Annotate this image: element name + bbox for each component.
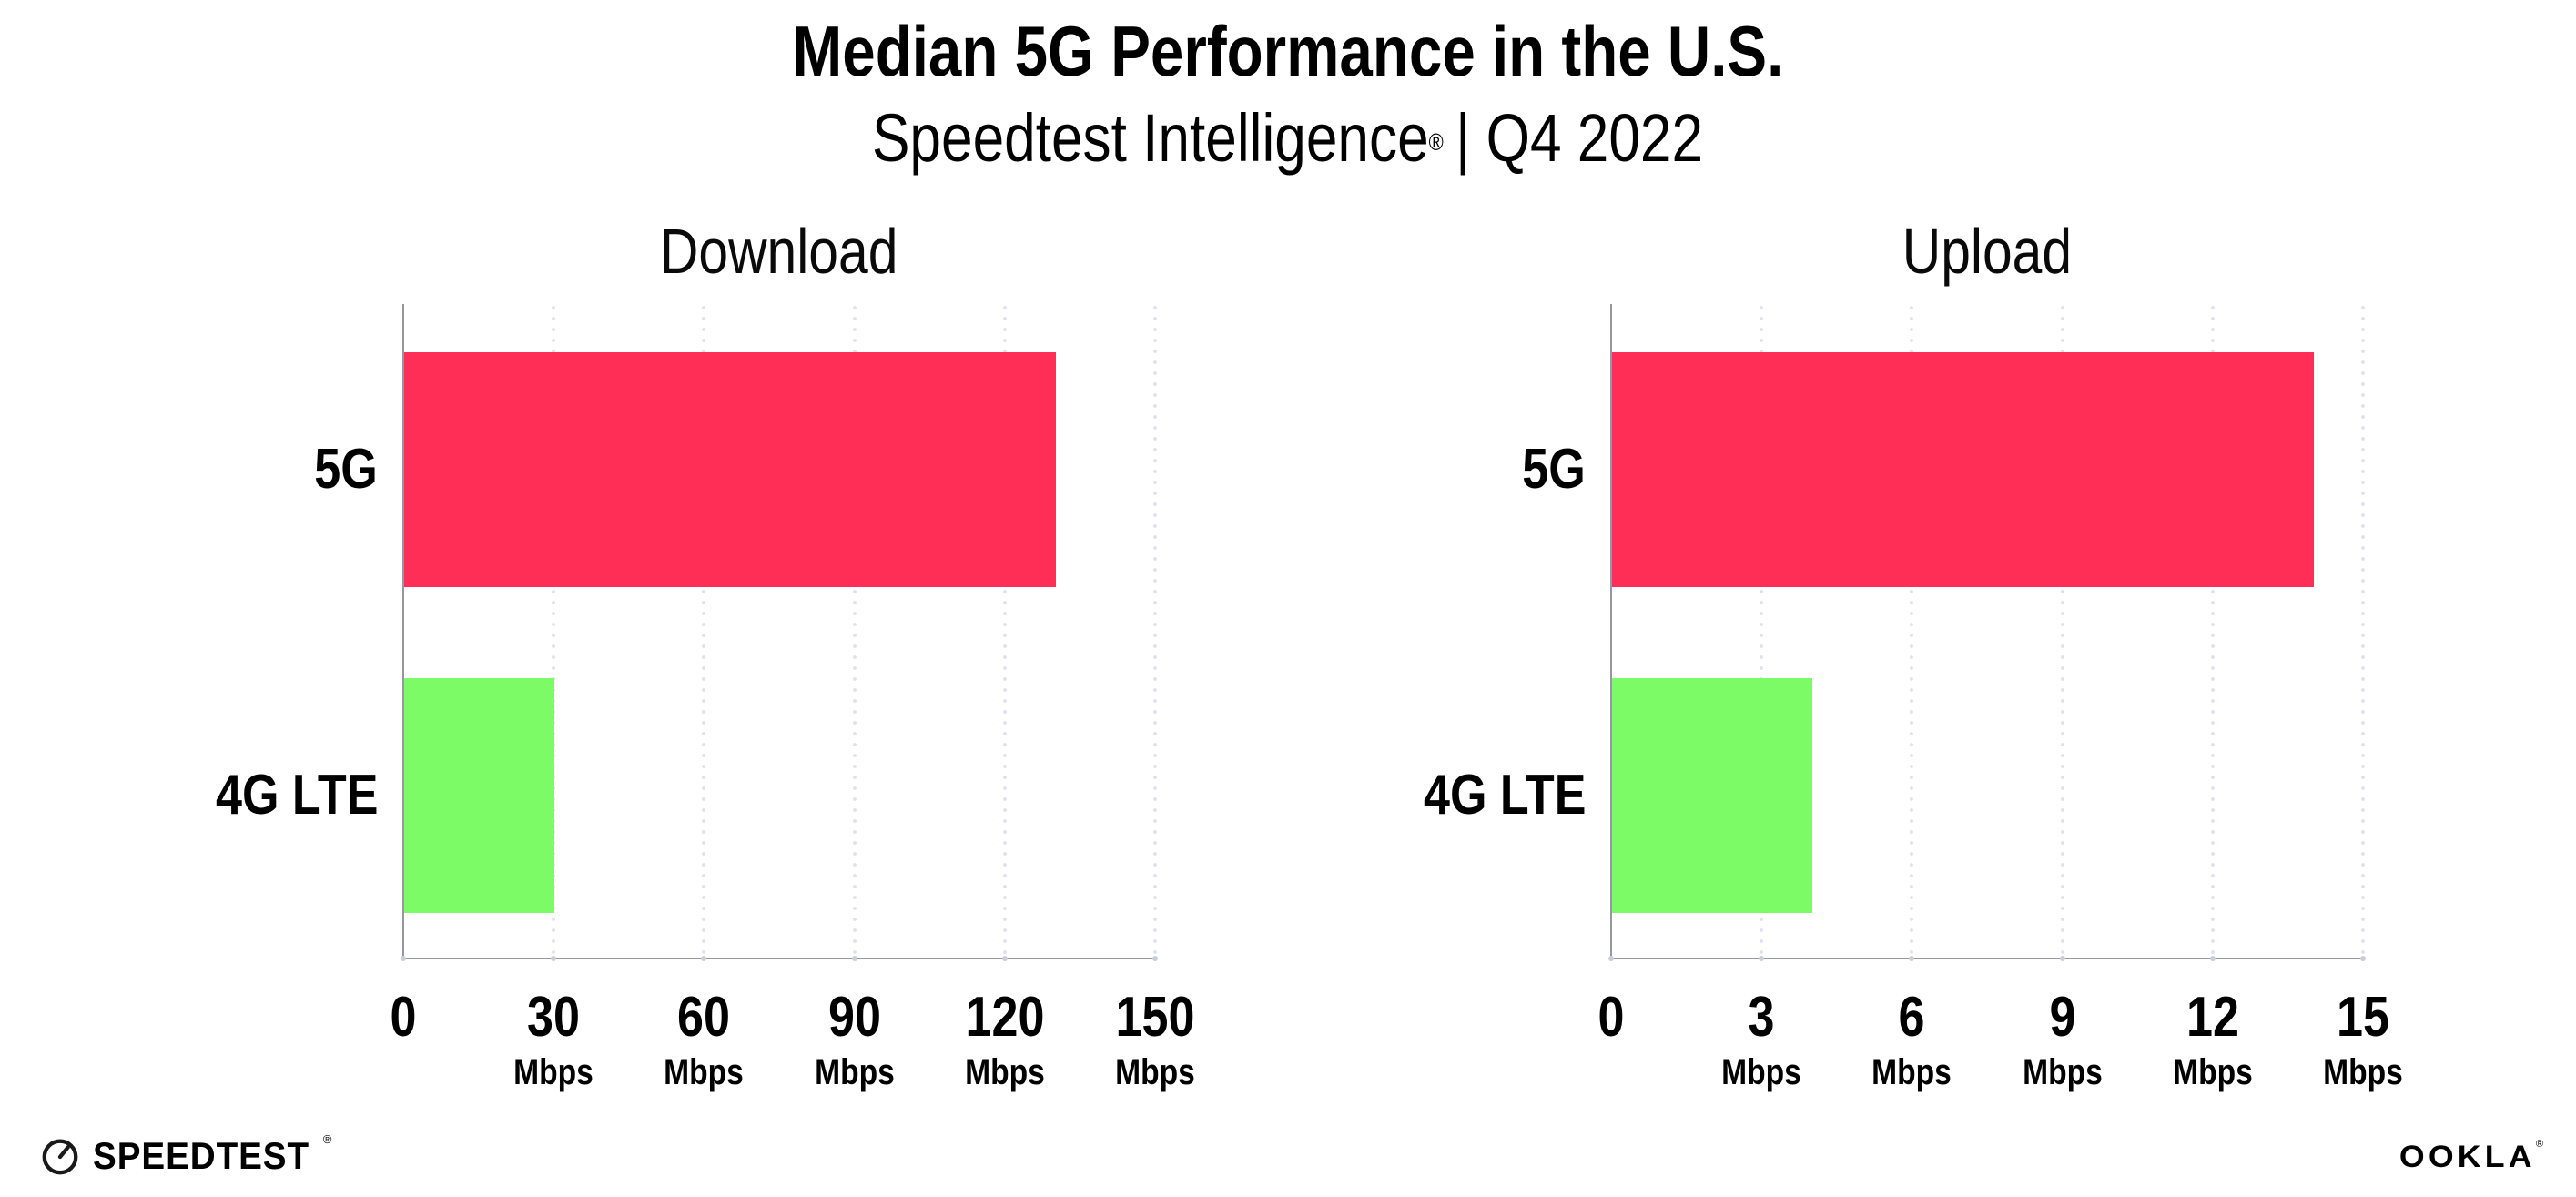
gridline-12 (2210, 306, 2215, 959)
upload-chart: Upload 5G 4G LTE 0 3 Mbps 6 Mbps 9 Mbps 12 Mbps 1… (1424, 216, 2403, 1092)
gridline-60 (702, 306, 706, 959)
category-label-4g-lte: 4G LTE (215, 764, 378, 827)
tick-unit: Mbps (814, 1052, 895, 1092)
tick-value: 150 (1115, 986, 1195, 1049)
page-title: Median 5G Performance in the U.S. (0, 5, 2576, 96)
tick-value: 120 (965, 986, 1045, 1049)
tick-dot-30 (551, 956, 557, 961)
x-tick-label-6: 6 Mbps (1864, 986, 1959, 1093)
gridline-6 (1910, 306, 1914, 959)
subtitle-period: | Q4 2022 (1455, 100, 1704, 176)
tick-dot-6 (1909, 956, 1915, 961)
x-tick-label-15: 15 Mbps (2316, 986, 2410, 1093)
gridline-120 (1002, 306, 1007, 959)
x-tick-label-9: 9 Mbps (2014, 986, 2109, 1093)
ookla-logo: OOKLA® (2399, 1139, 2543, 1175)
tick-value: 0 (1597, 986, 1625, 1049)
x-tick-label-150: 150 Mbps (1108, 986, 1202, 1093)
category-label-5g: 5G (314, 438, 378, 501)
gridline-15 (2361, 306, 2365, 959)
download-chart-title: Download (660, 216, 898, 287)
gridline-150 (1153, 306, 1157, 959)
y-axis-line (1610, 304, 1612, 959)
tick-value: 15 (2337, 986, 2389, 1049)
tick-value: 6 (1898, 986, 1925, 1049)
x-tick-label-30: 30 Mbps (506, 986, 601, 1093)
x-axis-line (402, 958, 1155, 959)
tick-dot-90 (851, 956, 857, 961)
tick-unit: Mbps (2022, 1052, 2103, 1092)
bar-5g (404, 352, 1056, 587)
tick-unit: Mbps (1721, 1052, 1802, 1092)
upload-chart-title: Upload (1902, 216, 2073, 287)
tick-unit: Mbps (664, 1052, 745, 1092)
gridline-3 (1760, 306, 1764, 959)
x-axis-line (1610, 958, 2363, 959)
y-axis-line (402, 304, 404, 959)
speedtest-gauge-icon (42, 1139, 78, 1175)
gridline-30 (552, 306, 556, 959)
download-plot-area (401, 304, 1158, 961)
tick-dot-150 (1152, 956, 1158, 961)
tick-dot-0 (1608, 956, 1614, 961)
tick-value: 0 (390, 986, 417, 1049)
category-label-4g-lte: 4G LTE (1423, 764, 1586, 827)
tick-dot-15 (2360, 956, 2366, 961)
bar-4g-lte (1612, 678, 1813, 913)
tick-unit: Mbps (1115, 1052, 1195, 1092)
gridline-90 (852, 306, 857, 959)
x-tick-label-12: 12 Mbps (2165, 986, 2260, 1093)
x-tick-label-0: 0 (1596, 986, 1627, 1050)
tick-dot-0 (401, 956, 406, 961)
registered-trademark-icon: ® (1429, 128, 1445, 156)
upload-plot-area (1608, 304, 2366, 961)
tick-unit: Mbps (2323, 1052, 2403, 1092)
x-tick-label-90: 90 Mbps (806, 986, 901, 1093)
speedtest-wordmark: SPEEDTEST ® (93, 1132, 332, 1177)
x-tick-label-60: 60 Mbps (656, 986, 751, 1093)
tick-dot-60 (701, 956, 707, 961)
tick-value: 9 (2049, 986, 2076, 1049)
x-tick-label-0: 0 (388, 986, 419, 1050)
tick-unit: Mbps (513, 1052, 594, 1092)
bar-4g-lte (404, 678, 555, 913)
tick-dot-12 (2209, 956, 2216, 961)
tick-unit: Mbps (2172, 1052, 2253, 1092)
ookla-wordmark: OOKLA (2399, 1140, 2536, 1174)
gridline-9 (2060, 306, 2064, 959)
tick-dot-9 (2059, 956, 2065, 961)
ookla-trademark-icon: ® (2535, 1139, 2543, 1150)
speedtest-logo: SPEEDTEST ® (39, 1132, 337, 1178)
x-tick-label-3: 3 Mbps (1714, 986, 1809, 1093)
bar-5g (1612, 352, 2314, 587)
tick-dot-3 (1759, 956, 1765, 961)
download-x-tick-labels: 0 30 Mbps 60 Mbps 90 Mbps 120 Mbps 150 Mbps (390, 959, 1195, 1141)
tick-value: 30 (527, 986, 581, 1049)
tick-value: 90 (827, 986, 881, 1049)
category-label-5g: 5G (1522, 438, 1586, 501)
tick-value: 60 (677, 986, 731, 1049)
tick-unit: Mbps (1871, 1052, 1952, 1092)
subtitle-brand: Speedtest Intelligence (872, 100, 1430, 176)
speedtest-trademark-icon: ® (322, 1132, 332, 1146)
tick-value: 3 (1748, 986, 1775, 1049)
tick-value: 12 (2186, 986, 2239, 1049)
page-title-text: Median 5G Performance in the U.S. (792, 11, 1784, 91)
x-tick-label-120: 120 Mbps (958, 986, 1052, 1093)
download-chart: Download 5G 4G LTE 0 30 Mbps 60 Mbps 90 Mbps 12… (216, 216, 1195, 1092)
tick-unit: Mbps (964, 1052, 1045, 1092)
upload-x-tick-labels: 0 3 Mbps 6 Mbps 9 Mbps 12 Mbps 15 Mbps (1598, 959, 2403, 1141)
page-subtitle: Speedtest Intelligence® | Q4 2022 (0, 95, 2576, 182)
tick-dot-120 (1001, 956, 1008, 961)
page-subtitle-text: Speedtest Intelligence® | Q4 2022 (872, 95, 1703, 182)
